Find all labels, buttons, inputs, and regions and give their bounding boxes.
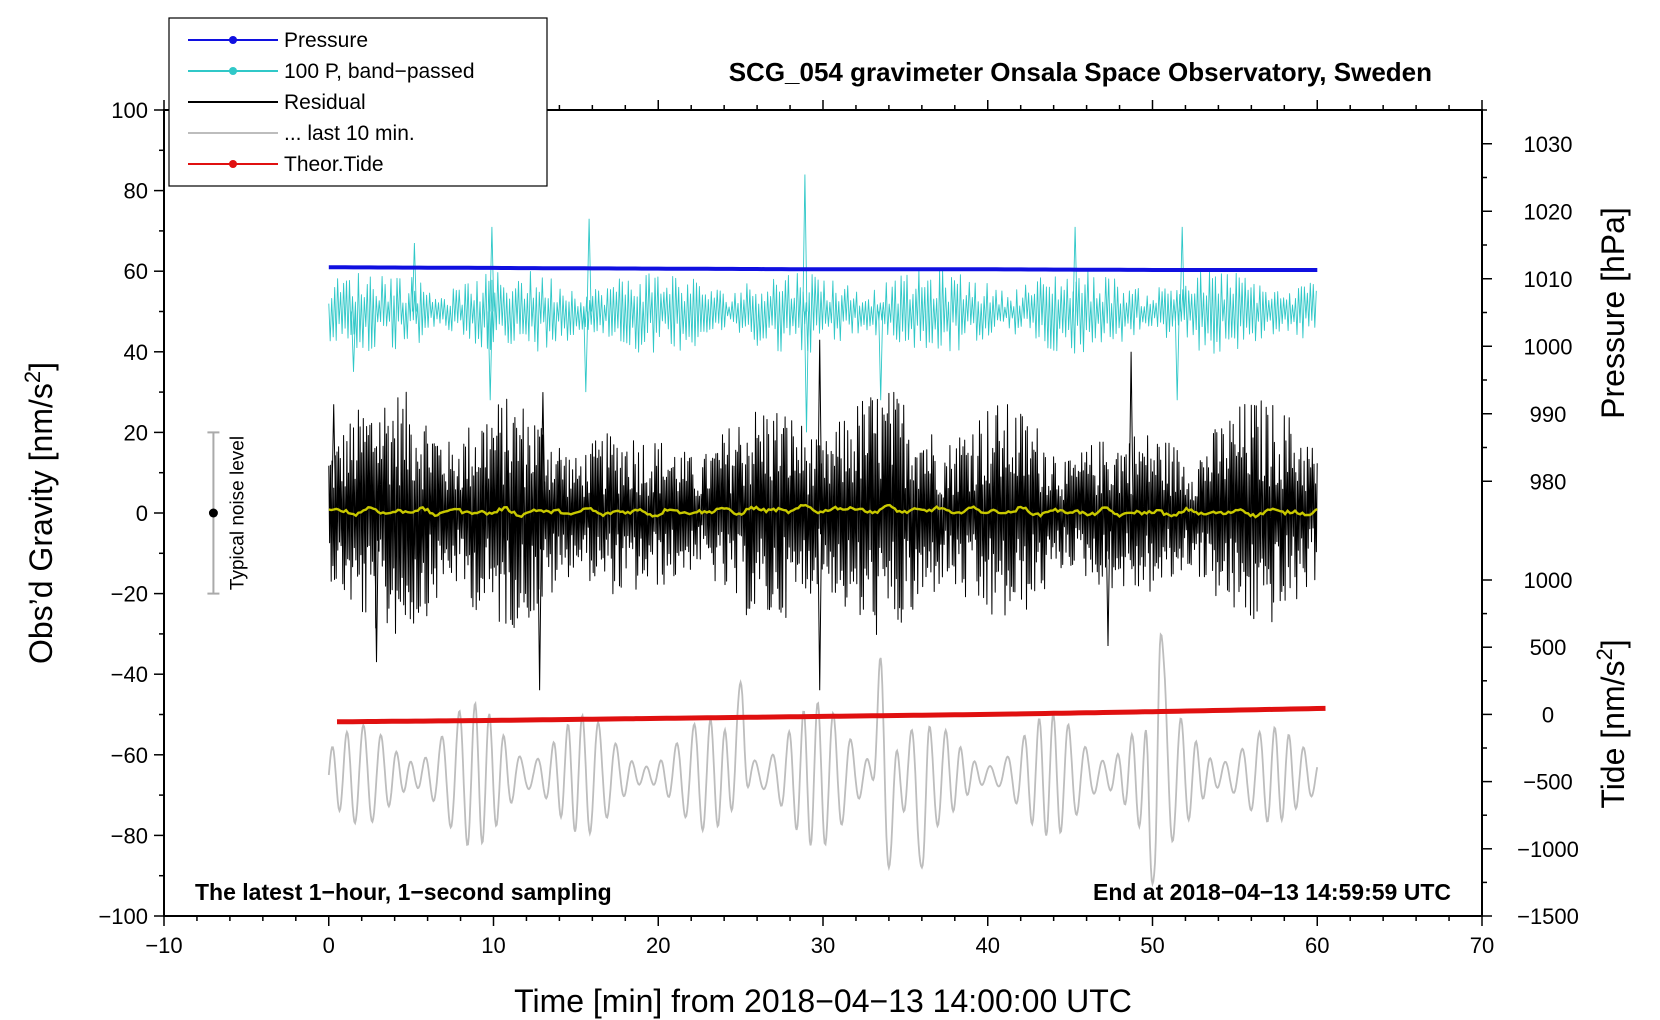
y-tick-label: −40 [111, 662, 148, 687]
series-residual-peak [331, 404, 337, 514]
tide-axis-label-text: Tide [nm/s [1595, 660, 1631, 808]
series-residual-trough [537, 512, 543, 691]
pressure-tick-label: 980 [1530, 469, 1567, 494]
legend-marker [229, 67, 237, 75]
series-band-passed-peak [586, 218, 592, 312]
y-tick-label: 20 [124, 420, 148, 445]
series-band-passed-trough [583, 311, 589, 393]
pressure-tick-label: 1000 [1524, 334, 1573, 359]
y-tick-label: 60 [124, 259, 148, 284]
legend: Pressure 100 P, band−passed Residual ... la… [168, 17, 548, 187]
pressure-tick-label: 1020 [1524, 199, 1573, 224]
series-band-passed-peak [1072, 226, 1078, 312]
series-residual-peak [1128, 351, 1134, 514]
series-theor-tide [336, 705, 1326, 725]
y-axis-label-text: Obs’d Gravity [nm/s [23, 383, 59, 664]
legend-label: 100 P, band−passed [284, 60, 475, 83]
y-tick-label: −60 [111, 743, 148, 768]
y-tick-label: −80 [111, 823, 148, 848]
legend-label: ... last 10 min. [284, 122, 415, 145]
series-band-passed [328, 269, 1317, 354]
y-tick-label: −20 [111, 582, 148, 607]
axis-ticks: −10 0 10 20 30 40 50 60 70−100−80−60−40−20020406… [98, 98, 1578, 958]
tide-tick-label: 1000 [1524, 568, 1573, 593]
noise-bar-dot [208, 508, 218, 518]
tide-tick-label: −1000 [1517, 837, 1579, 862]
y-axis-label: Obs’d Gravity [nm/s2] [20, 362, 59, 664]
tide-axis-label: Tide [nm/s2] [1592, 639, 1631, 808]
annotation-sampling: The latest 1−hour, 1−second sampling [195, 879, 612, 905]
legend-label: Residual [284, 91, 366, 114]
series-band-passed-peak [411, 242, 417, 312]
series-last-10-min [327, 632, 1319, 888]
x-tick-label: 70 [1470, 933, 1494, 958]
x-tick-label: 10 [481, 933, 505, 958]
series-residual [328, 391, 1318, 635]
pressure-tick-label: 1030 [1524, 132, 1573, 157]
series-band-passed-peak [802, 174, 808, 312]
tide-tick-label: −500 [1523, 770, 1573, 795]
tide-tick-label: 0 [1542, 702, 1554, 727]
series-layer [327, 174, 1326, 888]
series-residual-peak [540, 392, 546, 514]
series-band-passed-trough [1174, 311, 1180, 401]
y-tick-label: 0 [136, 501, 148, 526]
series-residual-trough [374, 512, 379, 663]
series-band-passed-trough [804, 311, 809, 433]
series-residual-peak [817, 339, 823, 514]
tide-axis-label-sup: 2 [1592, 648, 1617, 660]
legend-label: Theor.Tide [284, 153, 384, 176]
series-residual-smoothed [328, 503, 1318, 519]
annotation-end-time: End at 2018−04−13 14:59:59 UTC [1093, 879, 1451, 905]
series-residual-trough [1105, 512, 1111, 647]
y-axis-label-sup: 2 [20, 371, 45, 383]
chart-title: SCG_054 gravimeter Onsala Space Observat… [729, 57, 1432, 87]
pressure-tick-label: 990 [1530, 402, 1567, 427]
tide-tick-label: 500 [1530, 635, 1567, 660]
x-tick-label: 60 [1305, 933, 1329, 958]
pressure-axis-label: Pressure [hPa] [1595, 207, 1631, 419]
tide-axis-label-close: ] [1595, 639, 1631, 648]
noise-indicator: Typical noise level [207, 431, 248, 595]
legend-marker [229, 160, 237, 168]
y-axis-label-close: ] [23, 362, 59, 371]
x-axis-label: Time [min] from 2018−04−13 14:00:00 UTC [514, 983, 1132, 1019]
tide-tick-label: −1500 [1517, 904, 1579, 929]
x-tick-label: 50 [1140, 933, 1164, 958]
series-band-passed-peak [1179, 226, 1185, 312]
x-tick-label: 40 [976, 933, 1000, 958]
noise-label: Typical noise level [227, 436, 248, 590]
x-tick-label: −10 [145, 933, 182, 958]
y-tick-label: 80 [124, 179, 148, 204]
x-tick-label: 30 [811, 933, 835, 958]
legend-marker [229, 36, 237, 44]
series-residual-trough [817, 512, 823, 691]
y-tick-label: −100 [98, 904, 148, 929]
series-band-passed-trough [351, 311, 356, 372]
x-tick-label: 20 [646, 933, 670, 958]
legend-label: Pressure [284, 29, 368, 52]
pressure-tick-label: 1010 [1524, 267, 1573, 292]
y-tick-label: 100 [111, 98, 148, 123]
series-band-passed-trough [487, 311, 493, 401]
series-pressure [328, 265, 1318, 272]
series-band-passed-trough [878, 311, 884, 401]
y-tick-label: 40 [124, 340, 148, 365]
x-tick-label: 0 [323, 933, 335, 958]
series-band-passed-peak [489, 226, 495, 312]
